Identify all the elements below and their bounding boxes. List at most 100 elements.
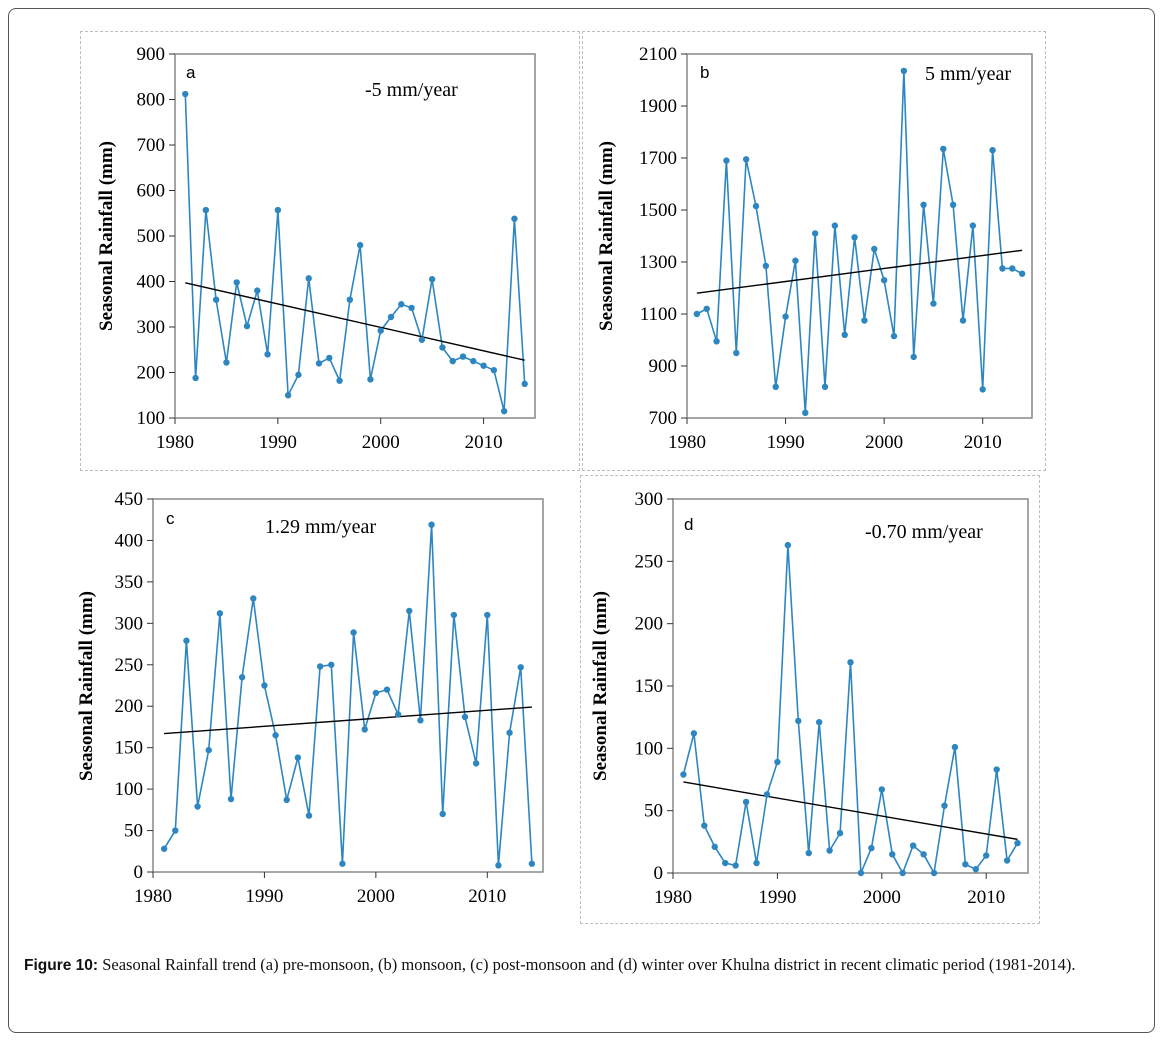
data-point: [701, 822, 708, 829]
y-tick-label: 250: [635, 551, 664, 572]
series-line: [184, 93, 526, 412]
panel-letter: d: [684, 515, 693, 534]
data-point: [517, 664, 524, 671]
data-point: [202, 206, 210, 214]
trend-label: -0.70 mm/year: [865, 521, 983, 543]
data-point: [350, 629, 357, 636]
trend-line: [696, 249, 1023, 294]
y-tick-label: 250: [115, 655, 144, 676]
data-point: [959, 317, 967, 324]
data-point: [356, 241, 364, 249]
caption-text: Seasonal Rainfall trend (a) pre-monsoon,…: [102, 955, 1076, 974]
data-point: [752, 202, 760, 210]
data-point: [361, 726, 368, 733]
data-point: [339, 860, 346, 867]
y-tick-label: 800: [137, 90, 166, 111]
data-point: [815, 718, 823, 726]
data-point: [418, 336, 426, 343]
data-point: [878, 786, 886, 793]
chart-a: 100 200 300 400 500 600 700 800 900 1980 1990 2000 2…: [96, 44, 536, 453]
data-point: [233, 279, 240, 286]
data-point: [264, 351, 271, 358]
data-point: [372, 689, 380, 697]
y-tick-label: 200: [115, 696, 144, 717]
data-point: [1014, 839, 1021, 847]
data-point: [999, 265, 1006, 272]
data-point: [227, 795, 235, 803]
data-point: [428, 276, 436, 283]
data-point: [511, 215, 518, 222]
data-point: [394, 711, 402, 718]
y-tick-label: 1100: [640, 304, 677, 325]
data-point: [254, 287, 261, 294]
data-point: [951, 743, 959, 751]
data-point: [762, 262, 770, 270]
data-point: [868, 844, 875, 852]
data-point: [528, 860, 536, 867]
trend-line: [683, 781, 1018, 841]
data-point: [160, 845, 168, 852]
panel-d-frame: [580, 475, 1040, 924]
x-tick-label: 1980: [654, 887, 692, 908]
data-point: [774, 758, 781, 766]
panel-letter: b: [700, 63, 709, 82]
chart-b: 700 900 1100 1300 1500 1700 1900 2100 1980 1990 20…: [596, 44, 1033, 453]
panel-a-frame: [80, 31, 580, 471]
x-tick-label: 1980: [156, 432, 194, 453]
trend-label: 1.29 mm/year: [265, 516, 376, 538]
panel-letter: c: [166, 509, 175, 528]
data-point: [500, 407, 508, 415]
y-tick-label: 1900: [639, 96, 677, 117]
y-tick-label: 300: [137, 317, 166, 338]
data-point: [841, 331, 848, 338]
data-point: [470, 357, 477, 365]
data-point: [826, 847, 833, 854]
y-axis-label: Seasonal Rainfall (mm): [76, 591, 97, 781]
data-point: [484, 611, 491, 619]
data-point: [880, 277, 888, 284]
data-point: [316, 663, 324, 670]
x-tick-label: 1990: [259, 432, 297, 453]
data-point: [899, 869, 906, 877]
data-point: [212, 296, 220, 303]
data-point: [182, 90, 189, 98]
data-point: [216, 610, 224, 617]
caption-label: Figure 10:: [24, 957, 99, 974]
data-point: [940, 145, 947, 153]
data-point: [805, 849, 812, 857]
plot-area-b: [686, 53, 1033, 419]
data-point: [742, 156, 750, 163]
data-point: [949, 201, 957, 208]
x-tick-label: 2010: [964, 432, 1002, 453]
y-tick-label: 50: [124, 821, 143, 842]
data-point: [811, 230, 819, 237]
data-point: [295, 371, 302, 378]
data-point: [989, 147, 996, 154]
data-point: [962, 861, 969, 868]
data-point: [387, 313, 395, 321]
x-tick-label: 2000: [362, 432, 400, 453]
y-tick-label: 600: [137, 181, 166, 202]
data-point: [272, 732, 279, 739]
data-point: [1003, 857, 1011, 864]
data-point: [439, 344, 446, 351]
data-point: [742, 798, 750, 806]
data-point: [972, 866, 979, 873]
data-point: [900, 67, 908, 75]
data-point: [703, 305, 710, 312]
y-tick-label: 400: [137, 272, 166, 293]
data-point: [305, 812, 313, 819]
data-point: [243, 322, 251, 330]
trend-label: -5 mm/year: [365, 79, 458, 101]
panel-b-frame: [582, 31, 1046, 471]
data-point: [930, 869, 938, 877]
y-axis-label: Seasonal Rainfall (mm): [590, 591, 611, 781]
data-point: [889, 851, 896, 858]
data-point: [328, 661, 335, 668]
data-point: [346, 296, 354, 303]
plot-area-c: [152, 498, 544, 873]
y-tick-label: 1700: [639, 148, 677, 169]
data-point: [205, 746, 212, 754]
data-point: [305, 275, 312, 282]
